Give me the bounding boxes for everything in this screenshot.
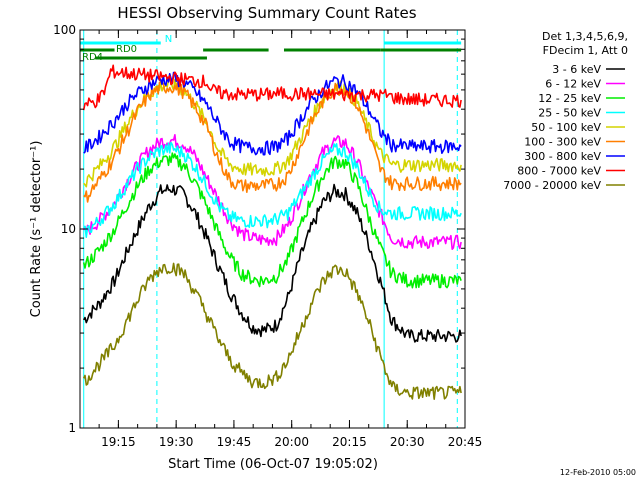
y-tick-label: 1 xyxy=(68,421,76,435)
legend-label-4: 25 - 50 keV xyxy=(538,107,601,120)
legend-label-9: 7000 - 20000 keV xyxy=(503,179,601,192)
series-line-1 xyxy=(83,183,462,343)
series-line-9 xyxy=(82,262,462,401)
legend-label-6: 100 - 300 keV xyxy=(524,136,601,149)
legend-label-3: 12 - 25 keV xyxy=(538,92,601,105)
x-tick-label: 20:45 xyxy=(448,435,483,449)
annotation-label-rd0: RD0 xyxy=(116,44,137,55)
footer-date: 12-Feb-2010 05:00 xyxy=(560,468,636,477)
legend-label-7: 300 - 800 keV xyxy=(524,150,601,163)
axes: 1 10 100 19:15 19:30 19:45 20:00 20:15 20:30 20:4… xyxy=(53,23,482,449)
series-line-2 xyxy=(82,134,462,250)
legend-label-2: 6 - 12 keV xyxy=(545,78,601,91)
x-tick-label: 19:45 xyxy=(217,435,252,449)
legend-label-5: 50 - 100 keV xyxy=(531,121,601,134)
legend-label-1: 3 - 6 keV xyxy=(552,63,601,76)
legend-label-8: 800 - 7000 keV xyxy=(517,165,601,178)
y-tick-label: 10 xyxy=(61,222,76,236)
x-axis-label: Start Time (06-Oct-07 19:05:02) xyxy=(168,457,378,472)
y-axis-label: Count Rate (s⁻¹ detector⁻¹) xyxy=(29,141,44,318)
x-tick-label: 19:30 xyxy=(159,435,194,449)
series-line-7 xyxy=(83,71,462,156)
x-tick-label: 19:15 xyxy=(101,435,136,449)
legend-header-line-1: Det 1,3,4,5,6,9, xyxy=(542,30,628,43)
series-line-4 xyxy=(83,141,462,238)
chart-marks: N RD0 RD4 xyxy=(79,30,462,428)
x-tick-label: 20:00 xyxy=(274,435,309,449)
y-tick-label: 100 xyxy=(53,23,76,37)
series-line-8 xyxy=(82,64,462,111)
annotation-label-n: N xyxy=(165,34,172,45)
legend-header-line-2: FDecim 1, Att 0 xyxy=(543,44,628,57)
x-tick-label: 20:30 xyxy=(390,435,425,449)
annotation-label-rd4: RD4 xyxy=(82,52,103,63)
chart-title: HESSI Observing Summary Count Rates xyxy=(117,4,416,22)
series-line-3 xyxy=(82,152,462,289)
x-tick-label: 20:15 xyxy=(332,435,367,449)
